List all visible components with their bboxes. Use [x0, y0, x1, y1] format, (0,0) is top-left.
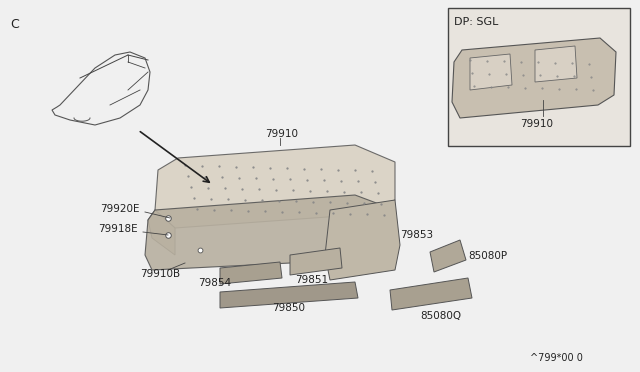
- Text: 79854: 79854: [198, 278, 232, 288]
- Bar: [448, 8, 630, 146]
- Text: 79910: 79910: [520, 119, 553, 129]
- Polygon shape: [535, 46, 577, 82]
- Text: DP: SGL: DP: SGL: [454, 17, 499, 27]
- Text: 79920E: 79920E: [100, 204, 140, 214]
- Polygon shape: [470, 54, 512, 90]
- Polygon shape: [155, 145, 395, 228]
- Text: 79853: 79853: [400, 230, 433, 240]
- Text: 79910B: 79910B: [140, 269, 180, 279]
- Text: 85080Q: 85080Q: [420, 311, 461, 321]
- Polygon shape: [390, 278, 472, 310]
- Text: 79850: 79850: [272, 303, 305, 313]
- Polygon shape: [220, 262, 282, 284]
- Polygon shape: [452, 38, 616, 118]
- Text: C: C: [10, 18, 19, 31]
- Polygon shape: [290, 248, 342, 275]
- Text: 79910: 79910: [265, 129, 298, 139]
- Text: 79851: 79851: [295, 275, 328, 285]
- Text: ^799*00 0: ^799*00 0: [530, 353, 583, 363]
- Text: 79918E: 79918E: [98, 224, 138, 234]
- Polygon shape: [148, 210, 175, 255]
- Polygon shape: [220, 282, 358, 308]
- Text: 85080P: 85080P: [468, 251, 507, 261]
- Polygon shape: [325, 200, 400, 280]
- Polygon shape: [430, 240, 466, 272]
- Polygon shape: [145, 195, 395, 270]
